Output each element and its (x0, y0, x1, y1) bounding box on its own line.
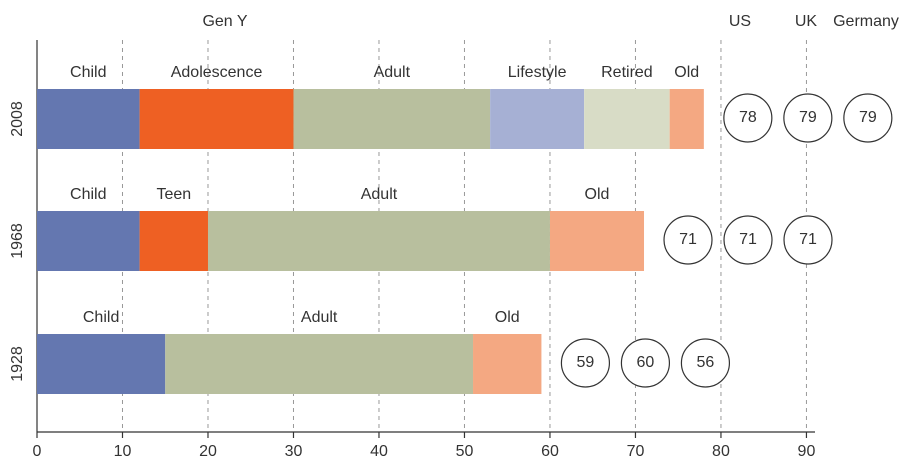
x-tick-label: 80 (712, 443, 730, 460)
life-expectancy-circle (723, 215, 773, 265)
x-tick-label: 50 (456, 443, 474, 460)
bar-segment (37, 211, 140, 271)
segment-label: Adult (301, 309, 338, 326)
x-tick-label: 60 (541, 443, 559, 460)
x-tick-label: 0 (33, 443, 42, 460)
life-expectancy-label: 56 (697, 354, 715, 371)
row-label: 1928 (9, 346, 26, 382)
x-tick-label: 40 (370, 443, 388, 460)
life-expectancy-circle (663, 215, 713, 265)
life-expectancy-circle (620, 338, 671, 388)
bar-segment (139, 89, 294, 149)
bar-segment (473, 334, 542, 394)
segment-label: Adolescence (171, 64, 263, 81)
column-header: Germany (833, 13, 899, 30)
bar-segment (549, 211, 645, 271)
row-label: 1968 (9, 223, 26, 259)
segment-label: Teen (156, 186, 191, 203)
life-expectancy-circle (680, 338, 731, 388)
column-header: UK (795, 13, 818, 30)
life-expectancy-circle (560, 338, 611, 388)
life-expectancy-label: 71 (799, 231, 817, 248)
life-expectancy-label: 59 (577, 354, 595, 371)
bar-segment (37, 89, 140, 149)
bar-segment (165, 334, 474, 394)
x-tick-label: 10 (114, 443, 132, 460)
x-tick-label: 20 (199, 443, 217, 460)
x-tick-label: 90 (798, 443, 816, 460)
segment-label: Retired (601, 64, 653, 81)
x-tick-label: 70 (627, 443, 645, 460)
life-expectancy-circle (723, 93, 773, 143)
segment-label: Old (495, 309, 520, 326)
bar-segment (37, 334, 166, 394)
life-expectancy-label: 60 (637, 354, 655, 371)
life-expectancy-label: 71 (679, 231, 697, 248)
bar-segment (490, 89, 585, 149)
segment-label: Adult (374, 64, 411, 81)
segment-label: Old (674, 64, 699, 81)
segment-label: Child (70, 186, 106, 203)
segment-label: Old (585, 186, 610, 203)
segment-label: Child (70, 64, 106, 81)
row-label: 2008 (9, 101, 26, 137)
annotation: Gen Y (202, 13, 247, 30)
bar-segment (207, 211, 550, 271)
bar-segment (293, 89, 491, 149)
life-expectancy-circle (783, 93, 833, 143)
life-expectancy-circle (783, 215, 833, 265)
life-expectancy-circle (843, 93, 893, 143)
segment-label: Child (83, 309, 119, 326)
x-tick-label: 30 (285, 443, 303, 460)
bar-segment (139, 211, 208, 271)
life-expectancy-label: 71 (739, 231, 757, 248)
life-expectancy-label: 79 (799, 109, 817, 126)
bar-segment (584, 89, 670, 149)
column-header: US (729, 13, 751, 30)
bar-segment (669, 89, 704, 149)
segment-label: Lifestyle (508, 64, 567, 81)
life-expectancy-label: 78 (739, 109, 757, 126)
segment-label: Adult (361, 186, 398, 203)
life-expectancy-label: 79 (859, 109, 877, 126)
